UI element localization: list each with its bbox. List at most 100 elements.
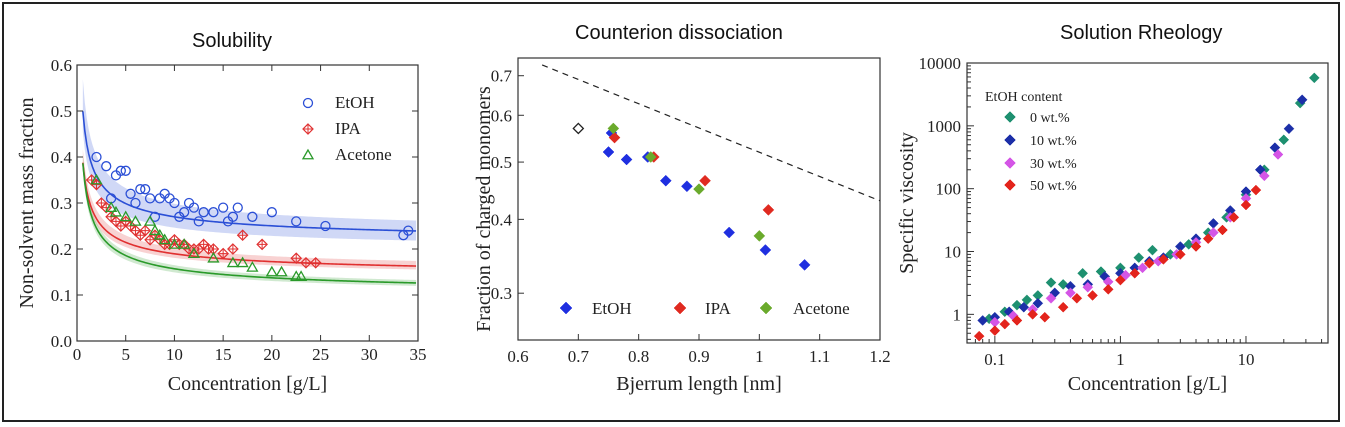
solubility-point-ipa-shape (227, 243, 239, 255)
rheology-point (1283, 123, 1295, 135)
solubility-point-ipa-cross (126, 222, 135, 230)
rheology-point (1082, 281, 1094, 293)
rheology-ytick-label: 1 (953, 305, 962, 324)
rheology-point (1087, 290, 1098, 301)
solubility-point-etoh (179, 207, 190, 218)
solubility-point-etoh (247, 211, 258, 222)
counterion-point-acetone (693, 183, 705, 195)
counterion-open-point (572, 122, 585, 135)
counterion-xtick-label: 0.9 (688, 347, 709, 366)
solubility-point-etoh (135, 184, 146, 195)
solubility-point-acetone (178, 238, 191, 249)
solubility-legend-marker-1 (302, 123, 314, 135)
counterion-legend-marker-2 (759, 301, 773, 315)
rheology-point (1202, 233, 1214, 245)
counterion-point-acetone (607, 122, 620, 135)
solubility-legend-label: Acetone (335, 145, 392, 164)
solubility-point-ipa (256, 238, 268, 251)
solubility-point-ipa-shape (217, 247, 229, 260)
solubility-point-acetone (119, 210, 132, 222)
solubility-point-etoh (266, 207, 278, 218)
solubility-point-etoh (217, 202, 229, 213)
counterion-reference-line (541, 64, 881, 202)
solubility-point-ipa-shape (139, 224, 152, 237)
rheology-legend-title: EtOH content (985, 90, 1062, 105)
rheology-point (1272, 149, 1284, 160)
solubility-ytick-label: 0.1 (51, 286, 72, 305)
rheology-ytick-label: 10 (944, 243, 961, 262)
counterion-xtick-label: 0.8 (628, 347, 649, 366)
solubility-point-acetone (236, 256, 249, 268)
solubility-xtick-label: 5 (121, 345, 130, 364)
rheology-point (1129, 267, 1141, 279)
solubility-xtick-label: 30 (361, 345, 378, 364)
rheology-point (1057, 301, 1069, 313)
counterion-legend-label: Acetone (793, 299, 850, 318)
rheology-point (1217, 224, 1228, 236)
rheology-point (1077, 267, 1088, 279)
solubility-band-0 (82, 79, 417, 241)
counterion-xtick-label: 1.1 (809, 347, 830, 366)
solubility-point-acetone (275, 265, 288, 277)
solubility-point-ipa-shape (90, 178, 103, 191)
solubility-point-etoh (403, 225, 414, 236)
rheology-point (999, 318, 1011, 330)
solubility-point-acetone (265, 265, 278, 277)
solubility-xtick-label: 25 (312, 345, 329, 364)
solubility-xtick-label: 10 (166, 345, 183, 364)
solubility-point-ipa-cross (219, 249, 228, 258)
solubility-point-ipa-shape (309, 256, 322, 269)
solubility-point-etoh (101, 161, 112, 172)
rheology-legend-label: 30 wt.% (1030, 157, 1077, 172)
counterion-xtick-label: 0.6 (507, 347, 528, 366)
solubility-point-acetone (129, 215, 142, 226)
rheology-point (1027, 308, 1039, 320)
solubility-point-etoh (208, 207, 219, 218)
counterion-point-etoh (681, 180, 693, 193)
solubility-point-ipa-shape (158, 238, 171, 251)
solubility-point-ipa-cross (111, 217, 120, 226)
solubility-title: Solubility (192, 30, 273, 52)
solubility-point-ipa-shape (236, 229, 249, 242)
rheology-point (1258, 170, 1270, 182)
solubility-point-acetone (294, 270, 308, 282)
solubility-point-ipa-cross (97, 199, 106, 207)
solubility-point-etoh (125, 188, 136, 199)
rheology-ytick-label: 1000 (927, 117, 961, 136)
solubility-point-etoh (91, 151, 102, 163)
solubility-point-ipa-cross (146, 235, 155, 244)
rheology-y-axis-label: Specific viscosity (896, 132, 918, 274)
counterion-point-etoh (759, 244, 772, 256)
solubility-point-acetone (153, 228, 166, 240)
rheology-point (977, 315, 989, 326)
solubility-point-ipa-cross (209, 245, 218, 253)
solubility-point-acetone (109, 205, 123, 217)
solubility-point-ipa-cross (194, 245, 203, 253)
solubility-point-ipa (217, 247, 229, 260)
solubility-point-etoh (193, 216, 204, 227)
counterion-point-etoh (602, 146, 615, 158)
solubility-point-acetone (226, 256, 240, 268)
rheology-legend-marker-3 (1004, 179, 1016, 191)
solubility-point-ipa-shape (290, 252, 303, 265)
counterion-x-axis-label: Bjerrum length [nm] (616, 373, 782, 395)
solubility-point-ipa (300, 256, 312, 269)
counterion-legend-label: EtOH (592, 299, 632, 318)
solubility-ytick-label: 0.4 (51, 148, 73, 167)
solubility-xtick-label: 35 (410, 345, 427, 364)
rheology-legend-marker-1 (1004, 134, 1016, 146)
rheology-point (973, 330, 985, 342)
solubility-point-ipa-cross (199, 240, 208, 249)
counterion-title: Counterion dissociation (575, 22, 783, 44)
rheology-point (1278, 134, 1290, 146)
counterion-point-etoh (659, 174, 672, 187)
solubility-point-ipa-shape (183, 243, 195, 255)
solubility-ytick-label: 0.6 (51, 56, 72, 75)
solubility-point-ipa (139, 224, 152, 237)
solubility-point-ipa-cross (238, 231, 247, 240)
rheology-point (989, 325, 1001, 337)
solubility-x-axis-label: Concentration [g/L] (168, 373, 327, 395)
counterion-point-acetone (644, 151, 657, 163)
solubility-point-acetone (207, 251, 220, 263)
